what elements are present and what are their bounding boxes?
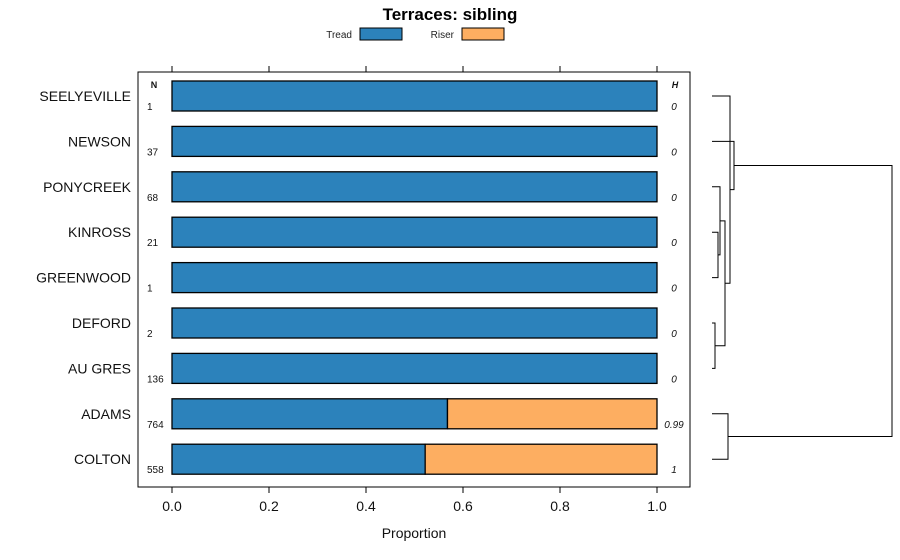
dendrogram-link — [712, 322, 716, 369]
row-label: NEWSON — [68, 133, 131, 149]
bar-row: PONYCREEK 68 0 — [43, 171, 677, 204]
dendrogram-link — [712, 231, 719, 279]
row-label: COLTON — [74, 451, 131, 467]
bar-row: DEFORD 2 0 — [72, 307, 677, 340]
h-value: 0 — [671, 374, 677, 385]
row-label: GREENWOOD — [36, 270, 131, 286]
bar-segment-tread — [171, 398, 449, 430]
x-tick-label: 0.4 — [356, 498, 376, 514]
dendrogram-link — [712, 95, 731, 284]
dendrogram-link — [712, 413, 729, 460]
n-value: 2 — [147, 329, 153, 340]
bar-segment-tread — [171, 307, 658, 339]
x-tick-label: 0.0 — [162, 498, 182, 514]
row-label: PONYCREEK — [43, 179, 132, 195]
bar-segment-tread — [171, 216, 658, 248]
row-label: SEELYEVILLE — [39, 88, 131, 104]
dendrogram-link — [728, 165, 893, 437]
bar-segment-tread — [171, 171, 658, 203]
row-label: KINROSS — [68, 224, 131, 240]
x-tick-label: 0.6 — [453, 498, 473, 514]
x-axis-title: Proportion — [382, 525, 447, 541]
n-value: 21 — [147, 238, 159, 249]
bar-row: KINROSS 21 0 — [68, 216, 677, 249]
dendrogram-link — [712, 140, 735, 191]
bar-segment-tread — [171, 80, 658, 112]
h-value: 0 — [671, 238, 677, 249]
legend-label-riser: Riser — [431, 30, 455, 41]
row-label: ADAMS — [81, 406, 131, 422]
h-value: 0.99 — [664, 420, 684, 431]
legend: Tread Riser — [326, 27, 505, 41]
n-value: 1 — [147, 102, 153, 113]
h-value: 0 — [671, 329, 677, 340]
h-value: 0 — [671, 284, 677, 295]
dendrogram — [712, 95, 893, 460]
bar-segment-riser — [424, 443, 658, 475]
n-value: 136 — [147, 374, 164, 385]
h-value: 0 — [671, 193, 677, 204]
legend-label-tread: Tread — [326, 30, 352, 41]
n-value: 37 — [147, 147, 159, 158]
bar-segment-tread — [171, 261, 658, 294]
h-value: 1 — [671, 465, 677, 476]
bar-row: AU GRES 136 0 — [68, 352, 677, 385]
n-value: 558 — [147, 465, 164, 476]
n-value: 1 — [147, 284, 153, 295]
bar-segment-tread — [171, 125, 658, 158]
bar-row: NEWSON 37 0 — [68, 125, 677, 158]
row-label: DEFORD — [72, 315, 131, 331]
h-value: 0 — [671, 147, 677, 158]
chart-title: Terraces: sibling — [383, 5, 518, 24]
bar-row: SEELYEVILLE 1 0 — [39, 80, 677, 113]
bar-segment-riser — [446, 398, 658, 430]
bar-row: COLTON 558 1 — [74, 443, 677, 476]
row-label: AU GRES — [68, 360, 131, 376]
legend-swatch-tread — [359, 27, 403, 41]
plot-frame — [137, 71, 691, 488]
n-value: 764 — [147, 420, 164, 431]
dendrogram-link — [712, 186, 721, 256]
bar-row: GREENWOOD 1 0 — [36, 261, 677, 295]
legend-swatch-riser — [461, 27, 505, 41]
x-tick-label: 0.2 — [259, 498, 279, 514]
x-tick-label: 0.8 — [550, 498, 570, 514]
h-value: 0 — [671, 102, 677, 113]
x-axis: 0.0 0.2 0.4 0.6 0.8 1.0 — [162, 66, 667, 514]
bar-segment-tread — [171, 443, 426, 475]
bar-row: ADAMS 764 0.99 — [81, 398, 684, 431]
n-value: 68 — [147, 193, 159, 204]
bar-segment-tread — [171, 352, 658, 385]
n-column-header: N — [151, 80, 158, 90]
x-tick-label: 1.0 — [647, 498, 667, 514]
h-column-header: H — [672, 80, 679, 90]
